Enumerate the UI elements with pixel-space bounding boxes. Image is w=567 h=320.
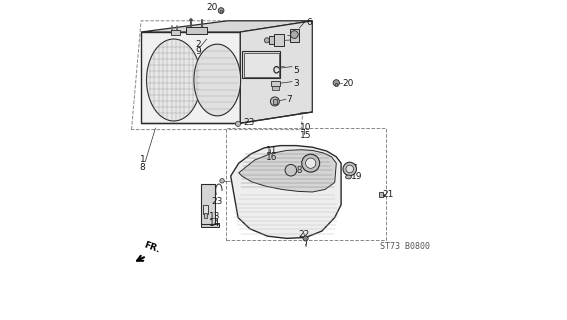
Text: 5: 5 xyxy=(293,66,299,75)
Circle shape xyxy=(306,158,316,168)
Bar xyxy=(189,19,192,20)
Bar xyxy=(274,34,284,46)
Bar xyxy=(272,86,279,90)
Circle shape xyxy=(235,121,240,126)
Bar xyxy=(335,83,337,86)
Text: 19: 19 xyxy=(351,172,362,181)
Circle shape xyxy=(346,165,354,173)
Polygon shape xyxy=(201,184,215,224)
Text: 18: 18 xyxy=(291,166,303,175)
Text: 20: 20 xyxy=(206,4,218,12)
Polygon shape xyxy=(141,32,240,123)
Text: 1: 1 xyxy=(140,156,146,164)
Circle shape xyxy=(264,38,269,43)
Bar xyxy=(270,81,280,86)
Polygon shape xyxy=(231,146,341,238)
Bar xyxy=(379,192,383,197)
Polygon shape xyxy=(201,223,219,227)
Text: 11: 11 xyxy=(265,146,277,155)
Text: FR.: FR. xyxy=(143,240,161,254)
Text: 2: 2 xyxy=(195,40,201,49)
Circle shape xyxy=(290,31,298,38)
Polygon shape xyxy=(141,21,312,32)
Circle shape xyxy=(343,162,357,176)
Text: 14: 14 xyxy=(209,220,221,228)
Circle shape xyxy=(285,164,297,176)
Circle shape xyxy=(333,80,340,86)
Text: 22: 22 xyxy=(298,230,309,239)
Ellipse shape xyxy=(345,175,352,179)
Text: 3: 3 xyxy=(293,79,299,88)
Bar xyxy=(203,205,208,214)
Bar xyxy=(186,27,207,34)
Circle shape xyxy=(302,154,320,172)
Circle shape xyxy=(220,179,225,183)
Text: 23: 23 xyxy=(211,197,223,206)
Circle shape xyxy=(303,236,308,241)
Polygon shape xyxy=(146,39,201,121)
Text: 13: 13 xyxy=(209,212,221,221)
Text: 15: 15 xyxy=(300,131,312,140)
Bar xyxy=(171,30,180,35)
Polygon shape xyxy=(194,44,240,116)
Bar xyxy=(243,53,279,77)
Bar xyxy=(220,10,222,13)
Bar xyxy=(269,36,275,44)
Text: 16: 16 xyxy=(265,153,277,162)
Bar xyxy=(204,213,207,218)
Text: 20: 20 xyxy=(342,79,354,88)
Text: 17: 17 xyxy=(346,164,358,173)
Text: 8: 8 xyxy=(140,163,146,172)
Bar xyxy=(242,51,280,78)
Text: 10: 10 xyxy=(300,124,312,132)
Circle shape xyxy=(270,97,280,106)
Text: 7: 7 xyxy=(287,95,293,104)
Text: 12: 12 xyxy=(307,156,319,164)
Text: ST73 B0800: ST73 B0800 xyxy=(380,242,430,251)
Bar xyxy=(290,29,299,42)
Text: 9: 9 xyxy=(195,47,201,56)
Text: 23: 23 xyxy=(243,118,255,127)
Polygon shape xyxy=(239,150,336,192)
Bar xyxy=(273,99,277,104)
Text: 21: 21 xyxy=(383,190,394,199)
Polygon shape xyxy=(240,21,312,123)
Circle shape xyxy=(218,8,224,13)
Text: 4: 4 xyxy=(293,36,299,44)
Text: 6: 6 xyxy=(306,18,312,27)
